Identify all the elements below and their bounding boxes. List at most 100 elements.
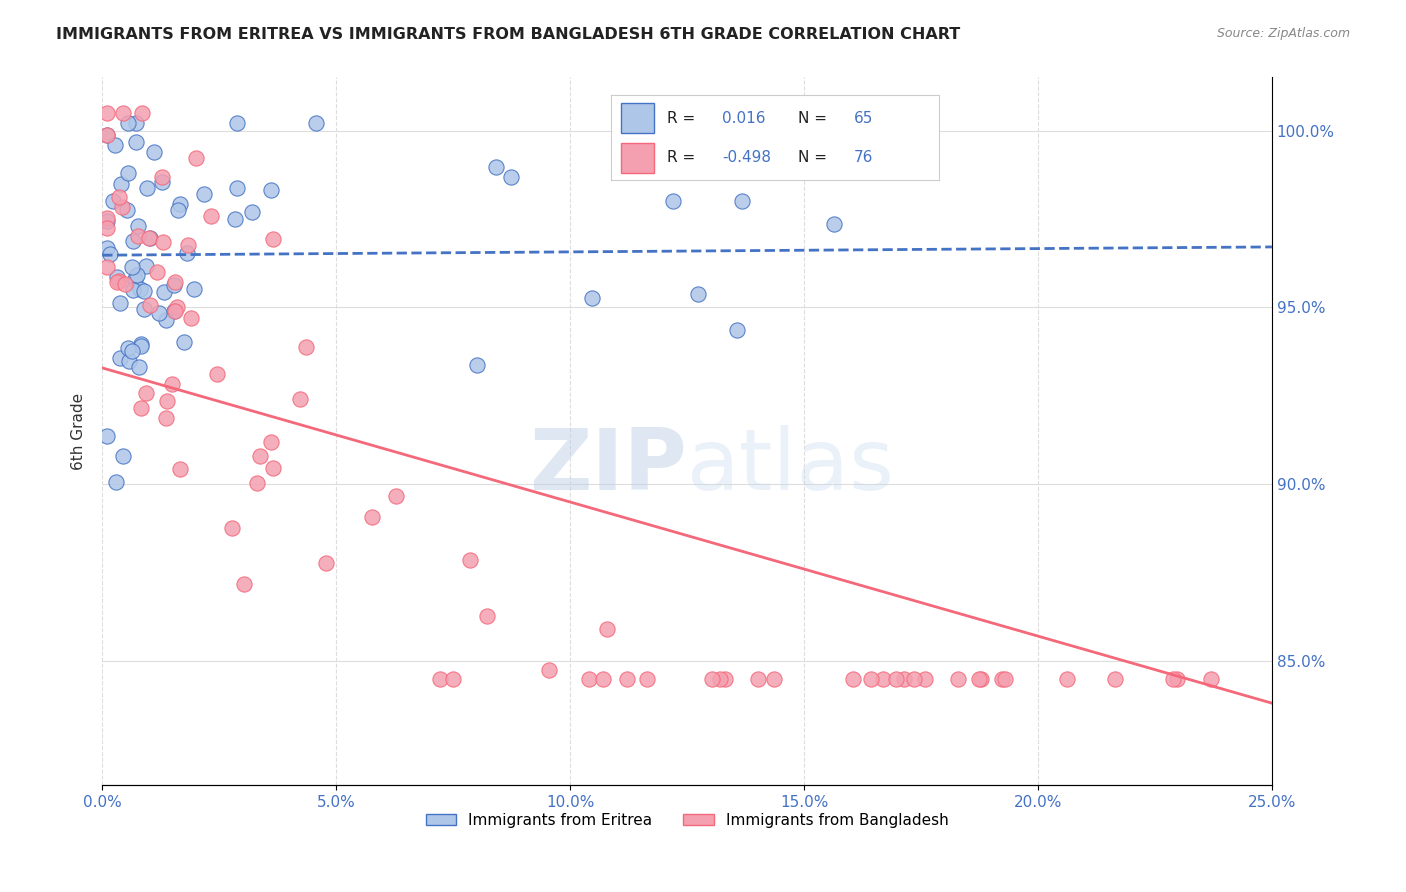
- Point: [169, 461, 191, 475]
- Point: [173, 334, 195, 349]
- Point: [183, 282, 205, 296]
- Point: [295, 340, 318, 354]
- Text: atlas: atlas: [688, 425, 896, 508]
- Point: [125, 116, 148, 130]
- Point: [361, 509, 384, 524]
- Point: [180, 310, 202, 325]
- Point: [499, 169, 522, 184]
- Point: [246, 475, 269, 490]
- Point: [142, 145, 165, 159]
- Point: [129, 339, 152, 353]
- Point: [129, 336, 152, 351]
- Point: [176, 245, 198, 260]
- Point: [193, 186, 215, 201]
- Point: [128, 359, 150, 374]
- Point: [990, 672, 1012, 686]
- Point: [96, 241, 118, 255]
- Point: [616, 672, 638, 686]
- Point: [96, 211, 118, 225]
- Point: [129, 401, 152, 415]
- Point: [166, 300, 188, 314]
- Point: [429, 672, 451, 686]
- Point: [135, 260, 157, 274]
- Point: [165, 304, 187, 318]
- Point: [233, 577, 256, 591]
- Point: [1104, 672, 1126, 686]
- Legend: Immigrants from Eritrea, Immigrants from Bangladesh: Immigrants from Eritrea, Immigrants from…: [419, 807, 955, 834]
- Point: [96, 214, 118, 228]
- Point: [221, 521, 243, 535]
- Point: [823, 218, 845, 232]
- Point: [249, 449, 271, 463]
- Point: [105, 269, 128, 284]
- Point: [110, 177, 132, 191]
- Point: [385, 489, 408, 503]
- Point: [127, 219, 149, 233]
- Point: [1166, 672, 1188, 686]
- Point: [225, 116, 247, 130]
- Point: [914, 672, 936, 686]
- Point: [125, 135, 148, 149]
- Point: [132, 301, 155, 316]
- Point: [762, 672, 785, 686]
- Point: [700, 672, 723, 686]
- Point: [96, 128, 118, 142]
- Point: [242, 205, 264, 219]
- Point: [893, 672, 915, 686]
- Point: [103, 194, 125, 209]
- Point: [162, 376, 184, 391]
- Point: [132, 284, 155, 298]
- Point: [117, 116, 139, 130]
- Point: [485, 161, 508, 175]
- Point: [121, 260, 143, 274]
- Point: [108, 274, 131, 288]
- Point: [169, 196, 191, 211]
- Point: [108, 190, 131, 204]
- Point: [112, 449, 135, 463]
- Point: [104, 475, 127, 489]
- Point: [860, 672, 883, 686]
- Point: [110, 296, 132, 310]
- Point: [118, 353, 141, 368]
- Point: [114, 277, 136, 292]
- Point: [131, 105, 153, 120]
- Point: [98, 247, 121, 261]
- Point: [148, 305, 170, 319]
- Point: [725, 323, 748, 337]
- Point: [104, 138, 127, 153]
- Point: [111, 200, 134, 214]
- Point: [315, 556, 337, 570]
- Point: [688, 286, 710, 301]
- Point: [186, 152, 208, 166]
- Point: [117, 166, 139, 180]
- Point: [260, 435, 283, 450]
- Point: [1199, 672, 1222, 686]
- Point: [731, 194, 754, 209]
- Point: [96, 221, 118, 235]
- Point: [262, 461, 284, 475]
- Point: [994, 672, 1017, 686]
- Point: [124, 272, 146, 286]
- Point: [884, 672, 907, 686]
- Point: [163, 275, 186, 289]
- Point: [135, 385, 157, 400]
- Point: [747, 672, 769, 686]
- Point: [578, 672, 600, 686]
- Point: [636, 672, 658, 686]
- Point: [139, 298, 162, 312]
- Point: [96, 128, 118, 143]
- Point: [177, 237, 200, 252]
- Point: [153, 285, 176, 300]
- Point: [709, 672, 731, 686]
- Point: [96, 428, 118, 442]
- Point: [108, 351, 131, 366]
- Point: [903, 672, 925, 686]
- Text: IMMIGRANTS FROM ERITREA VS IMMIGRANTS FROM BANGLADESH 6TH GRADE CORRELATION CHAR: IMMIGRANTS FROM ERITREA VS IMMIGRANTS FR…: [56, 27, 960, 42]
- Point: [200, 209, 222, 223]
- Point: [163, 304, 186, 318]
- Point: [465, 358, 488, 372]
- Point: [150, 175, 173, 189]
- Point: [714, 672, 737, 686]
- Point: [592, 672, 614, 686]
- Point: [841, 672, 863, 686]
